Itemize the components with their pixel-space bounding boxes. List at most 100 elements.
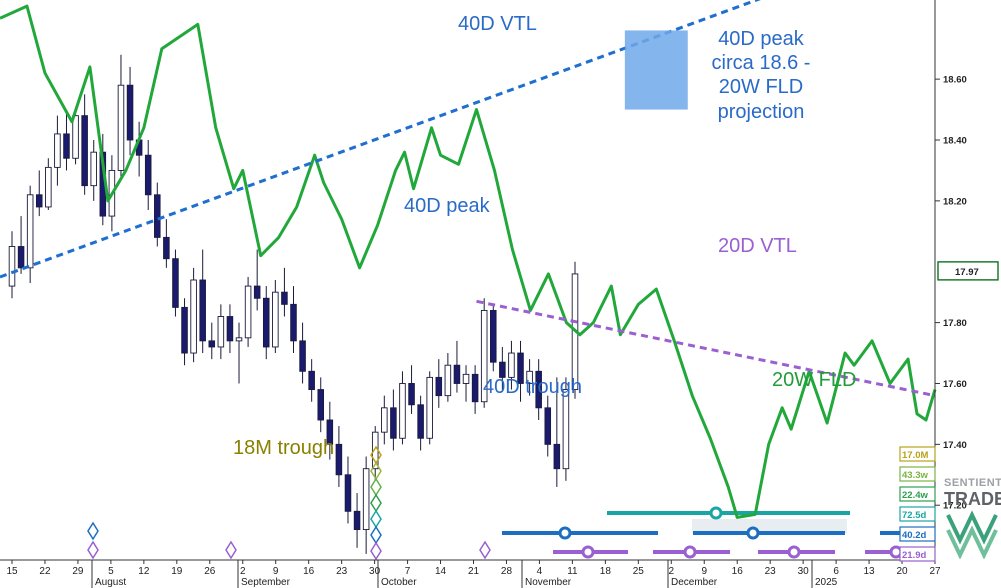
candle-body: [35, 194, 43, 208]
candle: [90, 140, 97, 201]
brand-chevron-icon: [946, 510, 998, 560]
candle: [444, 353, 452, 402]
cycle-label: 40.2d: [899, 526, 936, 542]
date-tick-label: 5: [108, 566, 114, 577]
candle: [435, 359, 443, 408]
phase-shade: [692, 519, 847, 533]
candle-body: [90, 151, 97, 187]
month-label: August: [95, 577, 126, 588]
date-tick-label: 28: [501, 566, 513, 577]
candle-body: [54, 133, 61, 168]
phase-midpoint: [558, 526, 572, 540]
candle: [8, 231, 16, 299]
candle-body: [480, 309, 488, 403]
annotation-projection-line2: circa 18.6 -: [712, 52, 811, 74]
candle-body: [453, 364, 461, 384]
candle: [63, 109, 70, 171]
phase-midpoint: [746, 526, 760, 540]
candle: [144, 140, 152, 210]
candle-body: [508, 352, 515, 378]
date-tick-label: 30: [369, 566, 381, 577]
fld-20w-line: [0, 4, 937, 519]
date-tick-label: 6: [833, 566, 839, 577]
candle-body: [154, 194, 161, 238]
date-tick-label: 2: [240, 566, 246, 577]
candle: [544, 395, 552, 457]
candle: [235, 322, 243, 384]
candle: [172, 249, 179, 317]
candle: [117, 54, 125, 177]
phase-layer: [502, 506, 935, 559]
candle: [526, 359, 533, 396]
cycle-label-text: 40.2d: [902, 530, 926, 541]
cycle-label-layer: 17.0M 43.3w 22.4w 72.5d 40.2d 21.9d: [899, 446, 936, 562]
candle-body: [381, 407, 388, 433]
candle-body: [163, 236, 170, 260]
cycle-label-box: [899, 486, 936, 502]
cycle-label: 21.9d: [899, 546, 936, 562]
candle: [344, 456, 352, 524]
annotation-40d-vtl: 40D VTL: [458, 13, 537, 35]
current-price-label: 17.97: [955, 267, 979, 278]
candle: [81, 94, 88, 195]
candle: [163, 219, 170, 268]
date-tick-label: 16: [732, 566, 744, 577]
date-tick-label: 27: [929, 566, 941, 577]
annotation-projection-line4: projection: [718, 101, 805, 123]
date-tick-label: 7: [405, 566, 411, 577]
candle: [408, 365, 415, 414]
cycle-label-text: 21.9d: [902, 550, 926, 561]
candle-body: [426, 376, 433, 439]
price-tick-label: 17.60: [943, 379, 967, 390]
candle-body: [353, 510, 361, 531]
candle-body: [308, 370, 315, 391]
price-tick-label: 18.40: [943, 136, 967, 147]
candle-body: [72, 115, 79, 159]
vtl-20d-line: [476, 299, 936, 398]
cycle-label-box: [899, 466, 936, 482]
cycle-label: 72.5d: [899, 506, 936, 522]
candle-body: [335, 443, 343, 476]
trough-marker-20d: [225, 540, 237, 560]
month-label: October: [381, 577, 417, 588]
candle: [35, 170, 43, 217]
date-tick-label: 29: [72, 566, 84, 577]
price-tick-label: 18.20: [943, 196, 967, 207]
candle: [208, 322, 216, 360]
cycle-label-box: [899, 526, 936, 542]
candle: [335, 426, 343, 487]
date-tick-label: 20: [896, 566, 908, 577]
date-tick-label: 19: [171, 566, 183, 577]
candle: [462, 365, 470, 402]
phase-midpoint: [709, 506, 723, 520]
month-label: December: [671, 577, 718, 588]
annotation-20w-fld: 20W FLD: [772, 369, 856, 391]
candle-body: [471, 373, 479, 403]
date-tick-label: 25: [633, 566, 645, 577]
price-tick-label: 17.40: [943, 440, 967, 451]
cycle-label-text: 72.5d: [902, 510, 926, 521]
date-tick-label: 18: [600, 566, 612, 577]
candle: [72, 109, 79, 165]
cycle-label: 17.0M: [899, 446, 936, 462]
cycle-trough-markers: [87, 445, 491, 561]
candle-body: [517, 352, 524, 384]
candle-body: [499, 361, 506, 378]
candle: [190, 267, 197, 363]
candle: [508, 340, 515, 390]
candle-body: [81, 115, 88, 187]
candle: [417, 395, 424, 451]
candle: [399, 371, 406, 445]
annotation-18m-trough: 18M trough: [233, 437, 334, 459]
candle-body: [190, 279, 197, 354]
candle: [126, 66, 134, 156]
candle: [453, 340, 461, 393]
candle-body: [399, 383, 406, 439]
annotation-projection-line3: 20W FLD: [719, 76, 803, 98]
candle: [535, 359, 542, 420]
candle-body: [235, 337, 243, 342]
candle: [362, 456, 370, 554]
brand-line2: TRADER: [944, 489, 1001, 509]
